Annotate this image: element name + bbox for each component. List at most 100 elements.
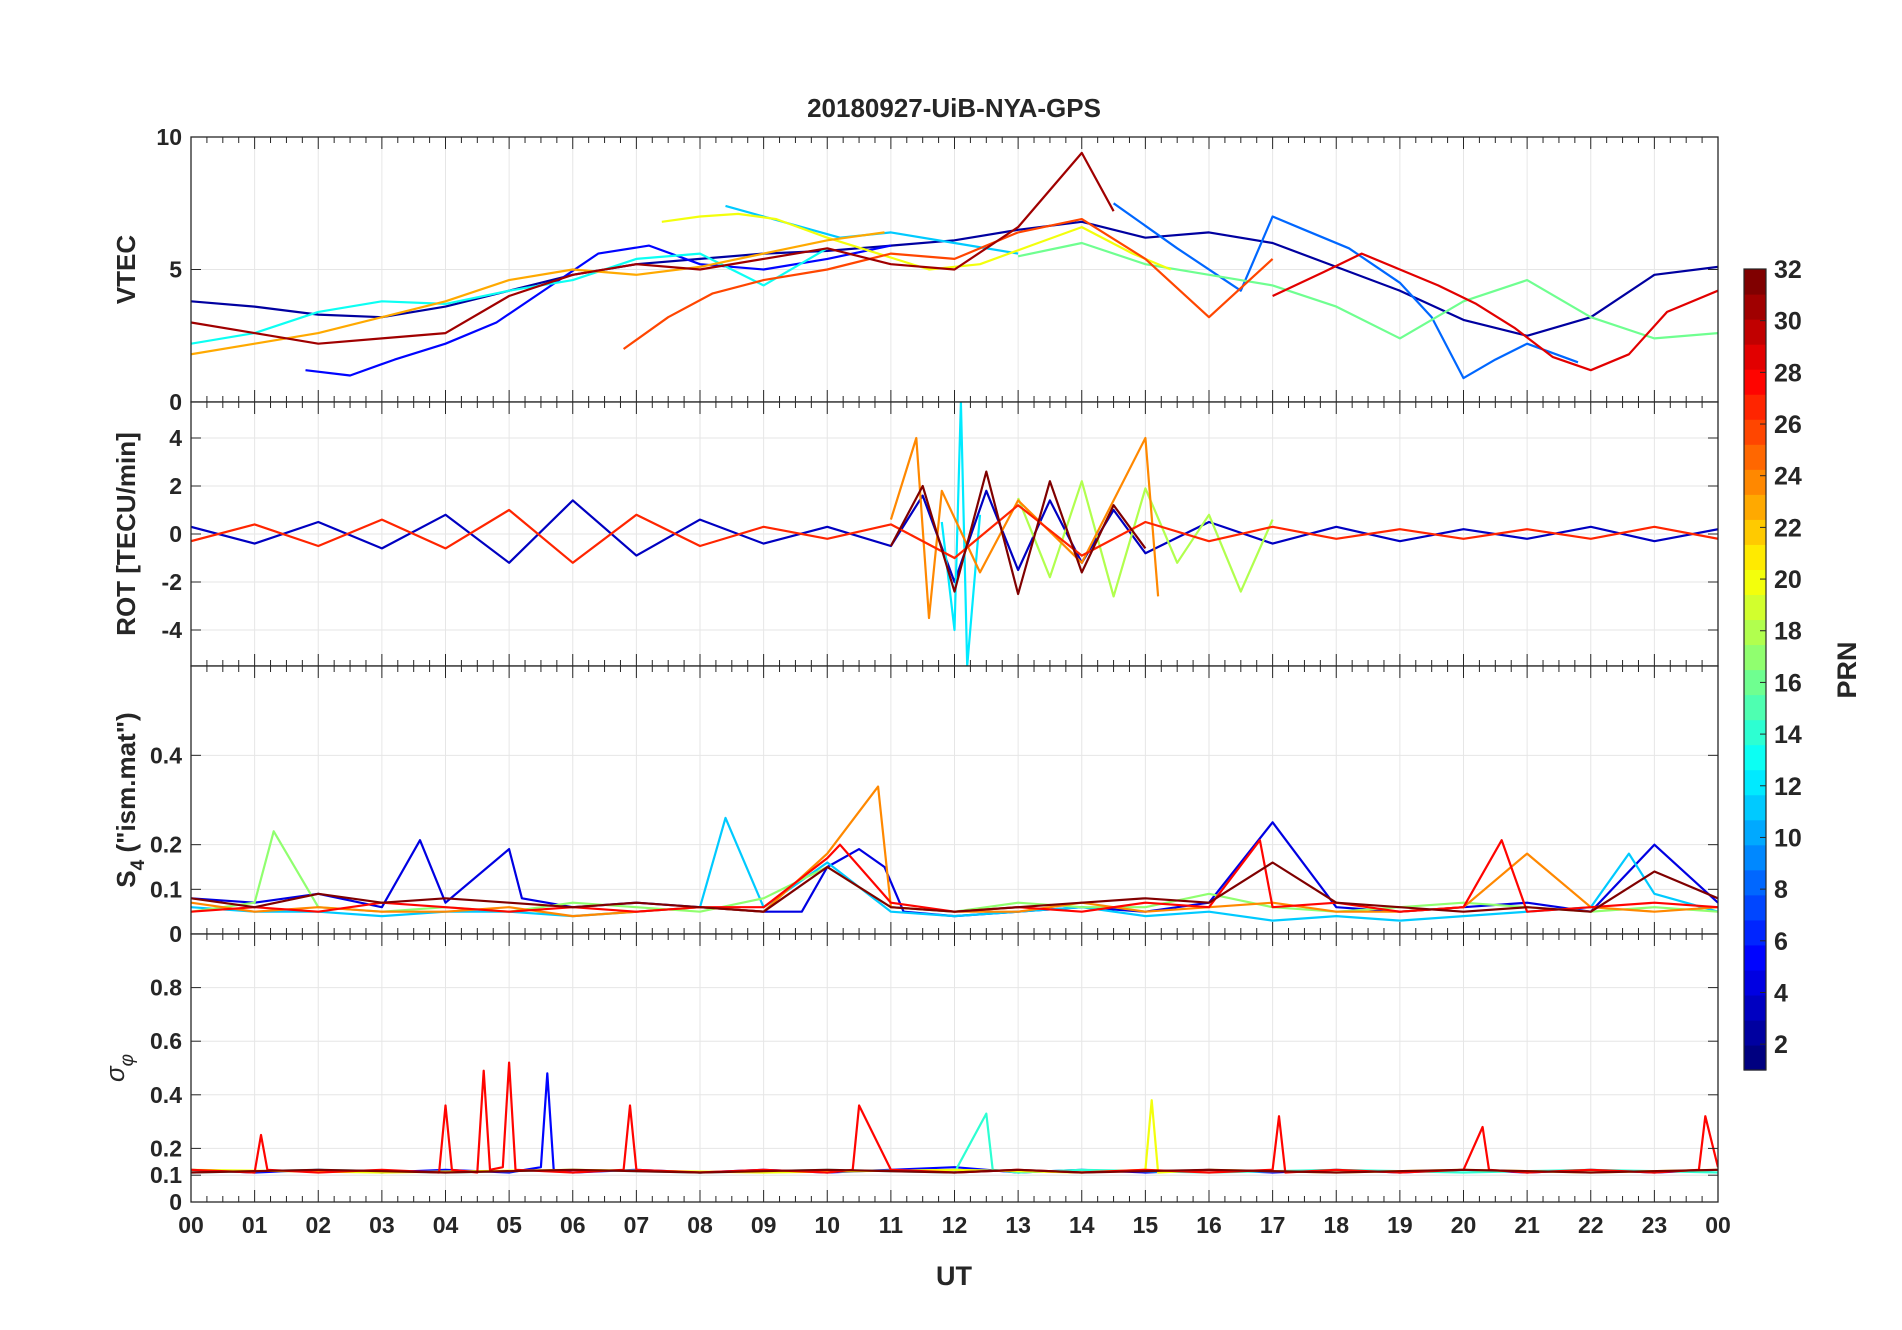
series-line-prn-24 — [889, 436, 1160, 620]
y-axis-label-rest: ("ism.mat") — [111, 712, 141, 859]
y-tick-label: 0.2 — [150, 1135, 182, 1161]
colorbar-tick-label: 14 — [1774, 721, 1802, 749]
colorbar-swatch — [1744, 569, 1766, 596]
colorbar-swatch — [1744, 544, 1766, 570]
colorbar-swatch — [1744, 344, 1766, 370]
series-line-prn-32 — [889, 470, 1147, 596]
series-line-prn-5 — [305, 244, 892, 377]
colorbar-swatch — [1744, 869, 1766, 896]
colorbar-tick-label: 18 — [1774, 618, 1802, 646]
x-tick-label: 15 — [1133, 1212, 1159, 1238]
colorbar-swatch — [1744, 819, 1766, 846]
colorbar-swatch — [1744, 1044, 1766, 1071]
y-axis-label-subscript: φ — [117, 1054, 138, 1066]
colorbar-swatch — [1744, 519, 1766, 545]
colorbar-tick-label: 2 — [1774, 1031, 1788, 1059]
colorbar-swatch — [1744, 894, 1766, 921]
x-tick-label: 05 — [496, 1212, 522, 1238]
colorbar-swatch — [1744, 919, 1766, 946]
x-tick-label: 10 — [814, 1212, 840, 1238]
y-tick-label: 5 — [169, 257, 182, 283]
colorbar-swatch — [1744, 669, 1766, 696]
y-axis-label-base: S — [111, 870, 141, 887]
series-group — [191, 402, 1718, 666]
x-tick-label: 07 — [624, 1212, 650, 1238]
series-line-prn-31 — [191, 151, 1115, 345]
series-line-prn-11 — [191, 816, 1718, 922]
colorbar-frame — [1743, 268, 1767, 1071]
colorbar-swatch — [1744, 794, 1766, 821]
x-tick-label: 12 — [942, 1212, 968, 1238]
y-tick-label: 0 — [169, 1189, 182, 1215]
series-line-prn-2 — [191, 220, 1718, 337]
series-line-prn-3 — [191, 489, 1718, 584]
series-line-prn-29 — [1272, 252, 1718, 372]
colorbar-swatch — [1744, 444, 1766, 470]
colorbar-swatch — [1744, 369, 1766, 395]
y-tick-label: 0 — [169, 921, 182, 947]
colorbar-tick-label: 16 — [1774, 669, 1802, 697]
series-line-prn-12 — [940, 402, 982, 666]
series-group — [191, 1061, 1718, 1174]
colorbar-swatch — [1744, 394, 1766, 420]
x-axis-label: UT — [936, 1261, 972, 1291]
y-tick-label: -4 — [162, 617, 183, 643]
series-line-prn-18 — [1017, 480, 1274, 598]
series-line-prn-23 — [191, 231, 885, 356]
colorbar-tick-label: 28 — [1774, 359, 1802, 387]
colorbar-swatch — [1744, 769, 1766, 796]
colorbar-label: PRN — [1832, 641, 1862, 698]
colorbar-tick-label: 24 — [1774, 463, 1802, 491]
colorbar-tick-label: 32 — [1774, 256, 1802, 284]
y-tick-label: 0 — [169, 389, 182, 415]
y-axis-label: σφ — [100, 1054, 138, 1082]
x-tick-label: 00 — [1705, 1212, 1731, 1238]
x-tick-label: 18 — [1323, 1212, 1349, 1238]
colorbar-swatch — [1744, 319, 1766, 345]
x-tick-label: 17 — [1260, 1212, 1286, 1238]
colorbar-swatch — [1744, 694, 1766, 721]
y-tick-label: 0.4 — [150, 742, 182, 768]
series-line-prn-20 — [661, 212, 1172, 271]
x-tick-label: 22 — [1578, 1212, 1604, 1238]
x-tick-label: 06 — [560, 1212, 586, 1238]
y-tick-label: 0 — [169, 521, 182, 547]
colorbar-tick-label: 6 — [1774, 928, 1788, 956]
colorbar-swatch — [1744, 469, 1766, 495]
y-tick-label: 4 — [169, 425, 182, 451]
x-tick-label: 02 — [305, 1212, 331, 1238]
y-tick-label: 0.1 — [150, 1162, 182, 1188]
x-tick-label: 23 — [1642, 1212, 1668, 1238]
colorbar-tick-label: 12 — [1774, 773, 1802, 801]
series-group — [191, 151, 1718, 380]
panel-vtec: 0 5 10 VTEC — [111, 124, 1719, 415]
panel-sigma_phi: 00.10.2 0.4 0.6 0.8 σφ 00 01 02 03 04 05 06 07 08 09 10… — [100, 933, 1731, 1238]
colorbar-swatch — [1744, 719, 1766, 746]
series-line-prn-13 — [191, 247, 828, 345]
colorbar-tick-label: 4 — [1774, 979, 1788, 1007]
colorbar-swatch — [1744, 269, 1766, 295]
x-tick-label: 21 — [1514, 1212, 1540, 1238]
colorbar-swatch — [1744, 419, 1766, 445]
colorbar-swatch — [1744, 944, 1766, 971]
colorbar-tick-label: 30 — [1774, 308, 1802, 336]
x-tick-label: 11 — [879, 1212, 904, 1238]
x-tick-label: 00 — [178, 1212, 204, 1238]
y-tick-label: 10 — [156, 124, 182, 150]
x-tick-label: 14 — [1069, 1212, 1095, 1238]
series-line-prn-8 — [1112, 202, 1579, 380]
series-line-prn-32 — [191, 861, 1718, 913]
y-axis-label-base: σ — [100, 1065, 130, 1082]
colorbar-swatch — [1744, 744, 1766, 771]
colorbar-swatch — [1744, 294, 1766, 320]
series-group — [191, 785, 1718, 922]
y-axis-label: ROT [TECU/min] — [111, 432, 141, 636]
y-tick-label: 2 — [169, 473, 182, 499]
colorbar-tick-label: 10 — [1774, 824, 1802, 852]
x-tick-label: 20 — [1451, 1212, 1477, 1238]
series-line-prn-16 — [1017, 241, 1718, 340]
y-tick-label: 0.1 — [150, 876, 182, 902]
x-tick-label: 16 — [1196, 1212, 1222, 1238]
